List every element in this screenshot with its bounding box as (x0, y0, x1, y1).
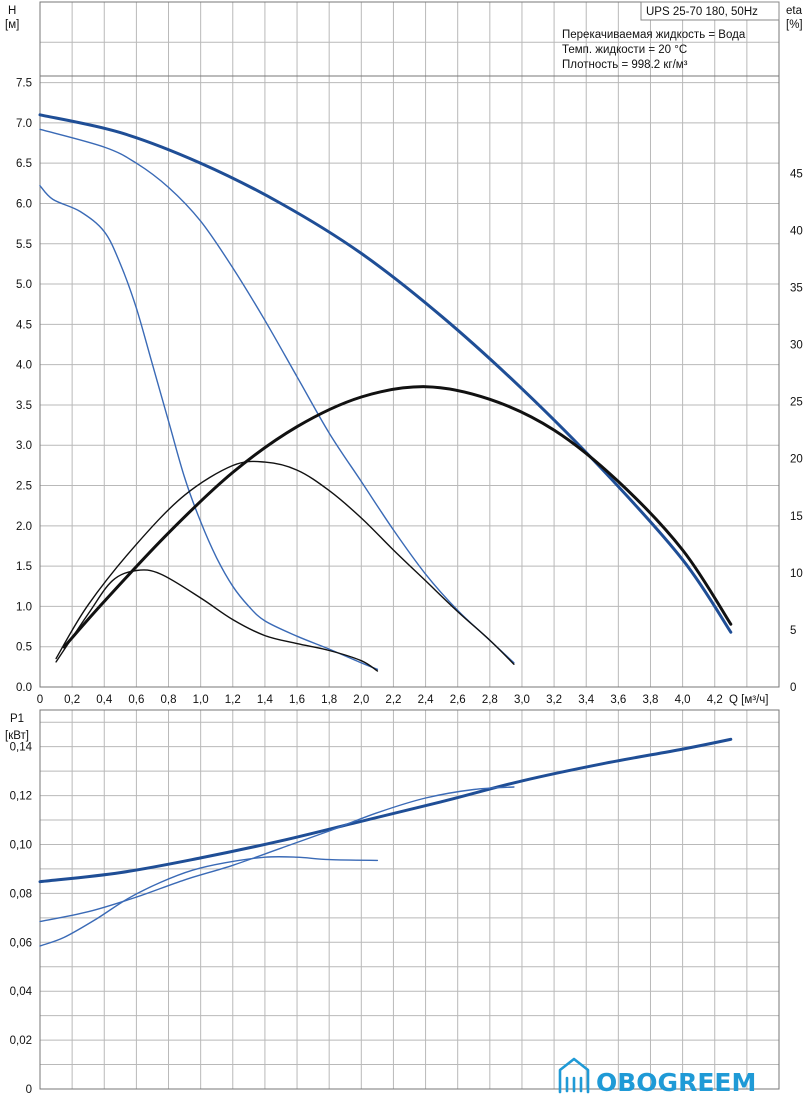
h-tick-label: 5.5 (16, 239, 32, 251)
p1-tick-label: 0,02 (10, 1035, 32, 1047)
x-tick-label: 3,4 (578, 694, 595, 706)
x-tick-label: 0,4 (96, 694, 113, 706)
p1-tick-label: 0,14 (10, 742, 33, 754)
h-tick-label: 2.0 (16, 521, 32, 533)
h-axis-unit: [м] (5, 19, 19, 31)
eta-tick-label: 15 (790, 511, 803, 523)
h-tick-label: 3.5 (16, 400, 32, 412)
h-tick-label: 6.5 (16, 158, 32, 170)
eta-axis-unit: [%] (786, 19, 803, 31)
h-tick-label: 7.5 (16, 78, 32, 90)
power-curve-3 (39, 855, 379, 947)
h-axis-label: H (8, 5, 16, 17)
efficiency-curve-6 (55, 569, 379, 672)
eta-tick-label: 0 (790, 682, 796, 694)
x-tick-label: 1,0 (193, 694, 209, 706)
h-tick-label: 3.0 (16, 440, 32, 452)
tick-labels: 0 0,2 0,4 0,6 0,8 1,0 1,2 1,4 1,6 1,8 2,0 2,2 2,4 2,6… (10, 78, 803, 1096)
head-curve-2 (39, 128, 515, 664)
efficiency-curve-4 (62, 385, 733, 649)
top-grid (40, 2, 779, 687)
x-tick-label: 1,2 (225, 694, 241, 706)
x-tick-label: 2,0 (353, 694, 369, 706)
h-tick-label: 0.0 (16, 682, 32, 694)
eta-axis-label: eta (786, 5, 803, 17)
p1-tick-label: 0 (26, 1084, 32, 1096)
p1-tick-label: 0,06 (10, 937, 32, 949)
p1-axis-unit: [кВт] (5, 730, 29, 742)
x-tick-label: 2,4 (418, 694, 435, 706)
h-tick-label: 7.0 (16, 118, 32, 130)
x-tick-label: 1,8 (321, 694, 337, 706)
p1-axis-label: P1 (10, 713, 24, 725)
x-tick-label: 1,6 (289, 694, 305, 706)
x-tick-label: 2,2 (385, 694, 401, 706)
info-line-temp: Темп. жидкости = 20 °C (562, 44, 687, 56)
x-tick-label: 3,6 (610, 694, 626, 706)
p1-tick-label: 0,12 (10, 791, 32, 803)
h-tick-label: 6.0 (16, 198, 32, 210)
info-line-density: Плотность = 998.2 кг/м³ (562, 59, 688, 71)
series-lines (38, 113, 733, 947)
x-tick-label: 0,6 (128, 694, 144, 706)
p1-tick-label: 0,08 (10, 888, 32, 900)
x-tick-label: 4,2 (707, 694, 723, 706)
efficiency-curve-5 (55, 460, 515, 665)
logo-text: OBOGREEM (596, 1068, 756, 1097)
h-tick-label: 2.5 (16, 481, 32, 493)
x-tick-label: 1,4 (257, 694, 274, 706)
h-tick-label: 4.5 (16, 319, 32, 331)
x-tick-label: 3,2 (546, 694, 562, 706)
chart-frames (39, 1, 780, 1090)
eta-tick-label: 20 (790, 454, 803, 466)
x-tick-label: 0 (37, 694, 43, 706)
info-line-fluid: Перекачиваемая жидкость = Вода (562, 29, 746, 41)
eta-tick-label: 5 (790, 625, 796, 637)
eta-tick-label: 40 (790, 225, 803, 237)
h-tick-label: 4.0 (16, 360, 32, 372)
q-axis-label: Q [м³/ч] (729, 694, 768, 706)
obogreem-logo: OBOGREEM (558, 1057, 756, 1097)
x-tick-label: 2,8 (482, 694, 498, 706)
x-tick-label: 4,0 (675, 694, 691, 706)
top-plot-frame (39, 1, 780, 688)
x-tick-label: 0,2 (64, 694, 80, 706)
x-tick-label: 0,8 (161, 694, 177, 706)
head-curve-1 (38, 113, 733, 634)
eta-tick-label: 25 (790, 397, 803, 409)
eta-tick-label: 10 (790, 568, 803, 580)
p1-tick-label: 0,10 (10, 839, 32, 851)
eta-tick-label: 35 (790, 282, 803, 294)
bottom-plot-frame (39, 709, 780, 1090)
x-tick-label: 3,8 (642, 694, 658, 706)
h-tick-label: 1.0 (16, 601, 32, 613)
x-tick-label: 2,6 (450, 694, 466, 706)
bottom-grid (40, 710, 779, 1089)
chart-title: UPS 25-70 180, 50Hz (646, 6, 758, 18)
h-tick-label: 5.0 (16, 279, 32, 291)
head-curve-3 (39, 185, 379, 670)
p1-tick-label: 0,04 (10, 986, 33, 998)
house-radiator-icon (558, 1057, 590, 1094)
x-tick-label: 3,0 (514, 694, 530, 706)
eta-tick-label: 30 (790, 340, 803, 352)
power-curve-1 (38, 737, 733, 884)
h-tick-label: 0.5 (16, 642, 32, 654)
h-tick-label: 1.5 (16, 561, 32, 573)
model-label-box (640, 1, 780, 21)
power-curve-2 (39, 786, 515, 923)
eta-tick-label: 45 (790, 168, 803, 180)
